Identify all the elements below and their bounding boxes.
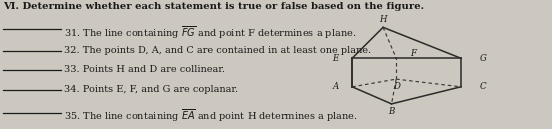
Text: 32. The points D, A, and C are contained in at least one plane.: 32. The points D, A, and C are contained…: [64, 46, 371, 55]
Text: 35. The line containing $\overline{EA}$ and point H determines a plane.: 35. The line containing $\overline{EA}$ …: [64, 108, 358, 124]
Text: G: G: [479, 54, 486, 63]
Text: A: A: [332, 82, 339, 91]
Text: C: C: [480, 82, 486, 91]
Text: 31. The line containing $\overline{FG}$ and point F determines a plane.: 31. The line containing $\overline{FG}$ …: [64, 24, 357, 41]
Text: 33. Points H and D are collinear.: 33. Points H and D are collinear.: [64, 65, 225, 74]
Text: F: F: [410, 49, 416, 58]
Text: VI. Determine whether each statement is true or false based on the figure.: VI. Determine whether each statement is …: [3, 2, 424, 11]
Text: B: B: [388, 107, 395, 116]
Text: 34. Points E, F, and G are coplanar.: 34. Points E, F, and G are coplanar.: [64, 85, 238, 94]
Text: E: E: [332, 54, 339, 63]
Text: D: D: [393, 82, 400, 91]
Text: H: H: [379, 15, 387, 24]
